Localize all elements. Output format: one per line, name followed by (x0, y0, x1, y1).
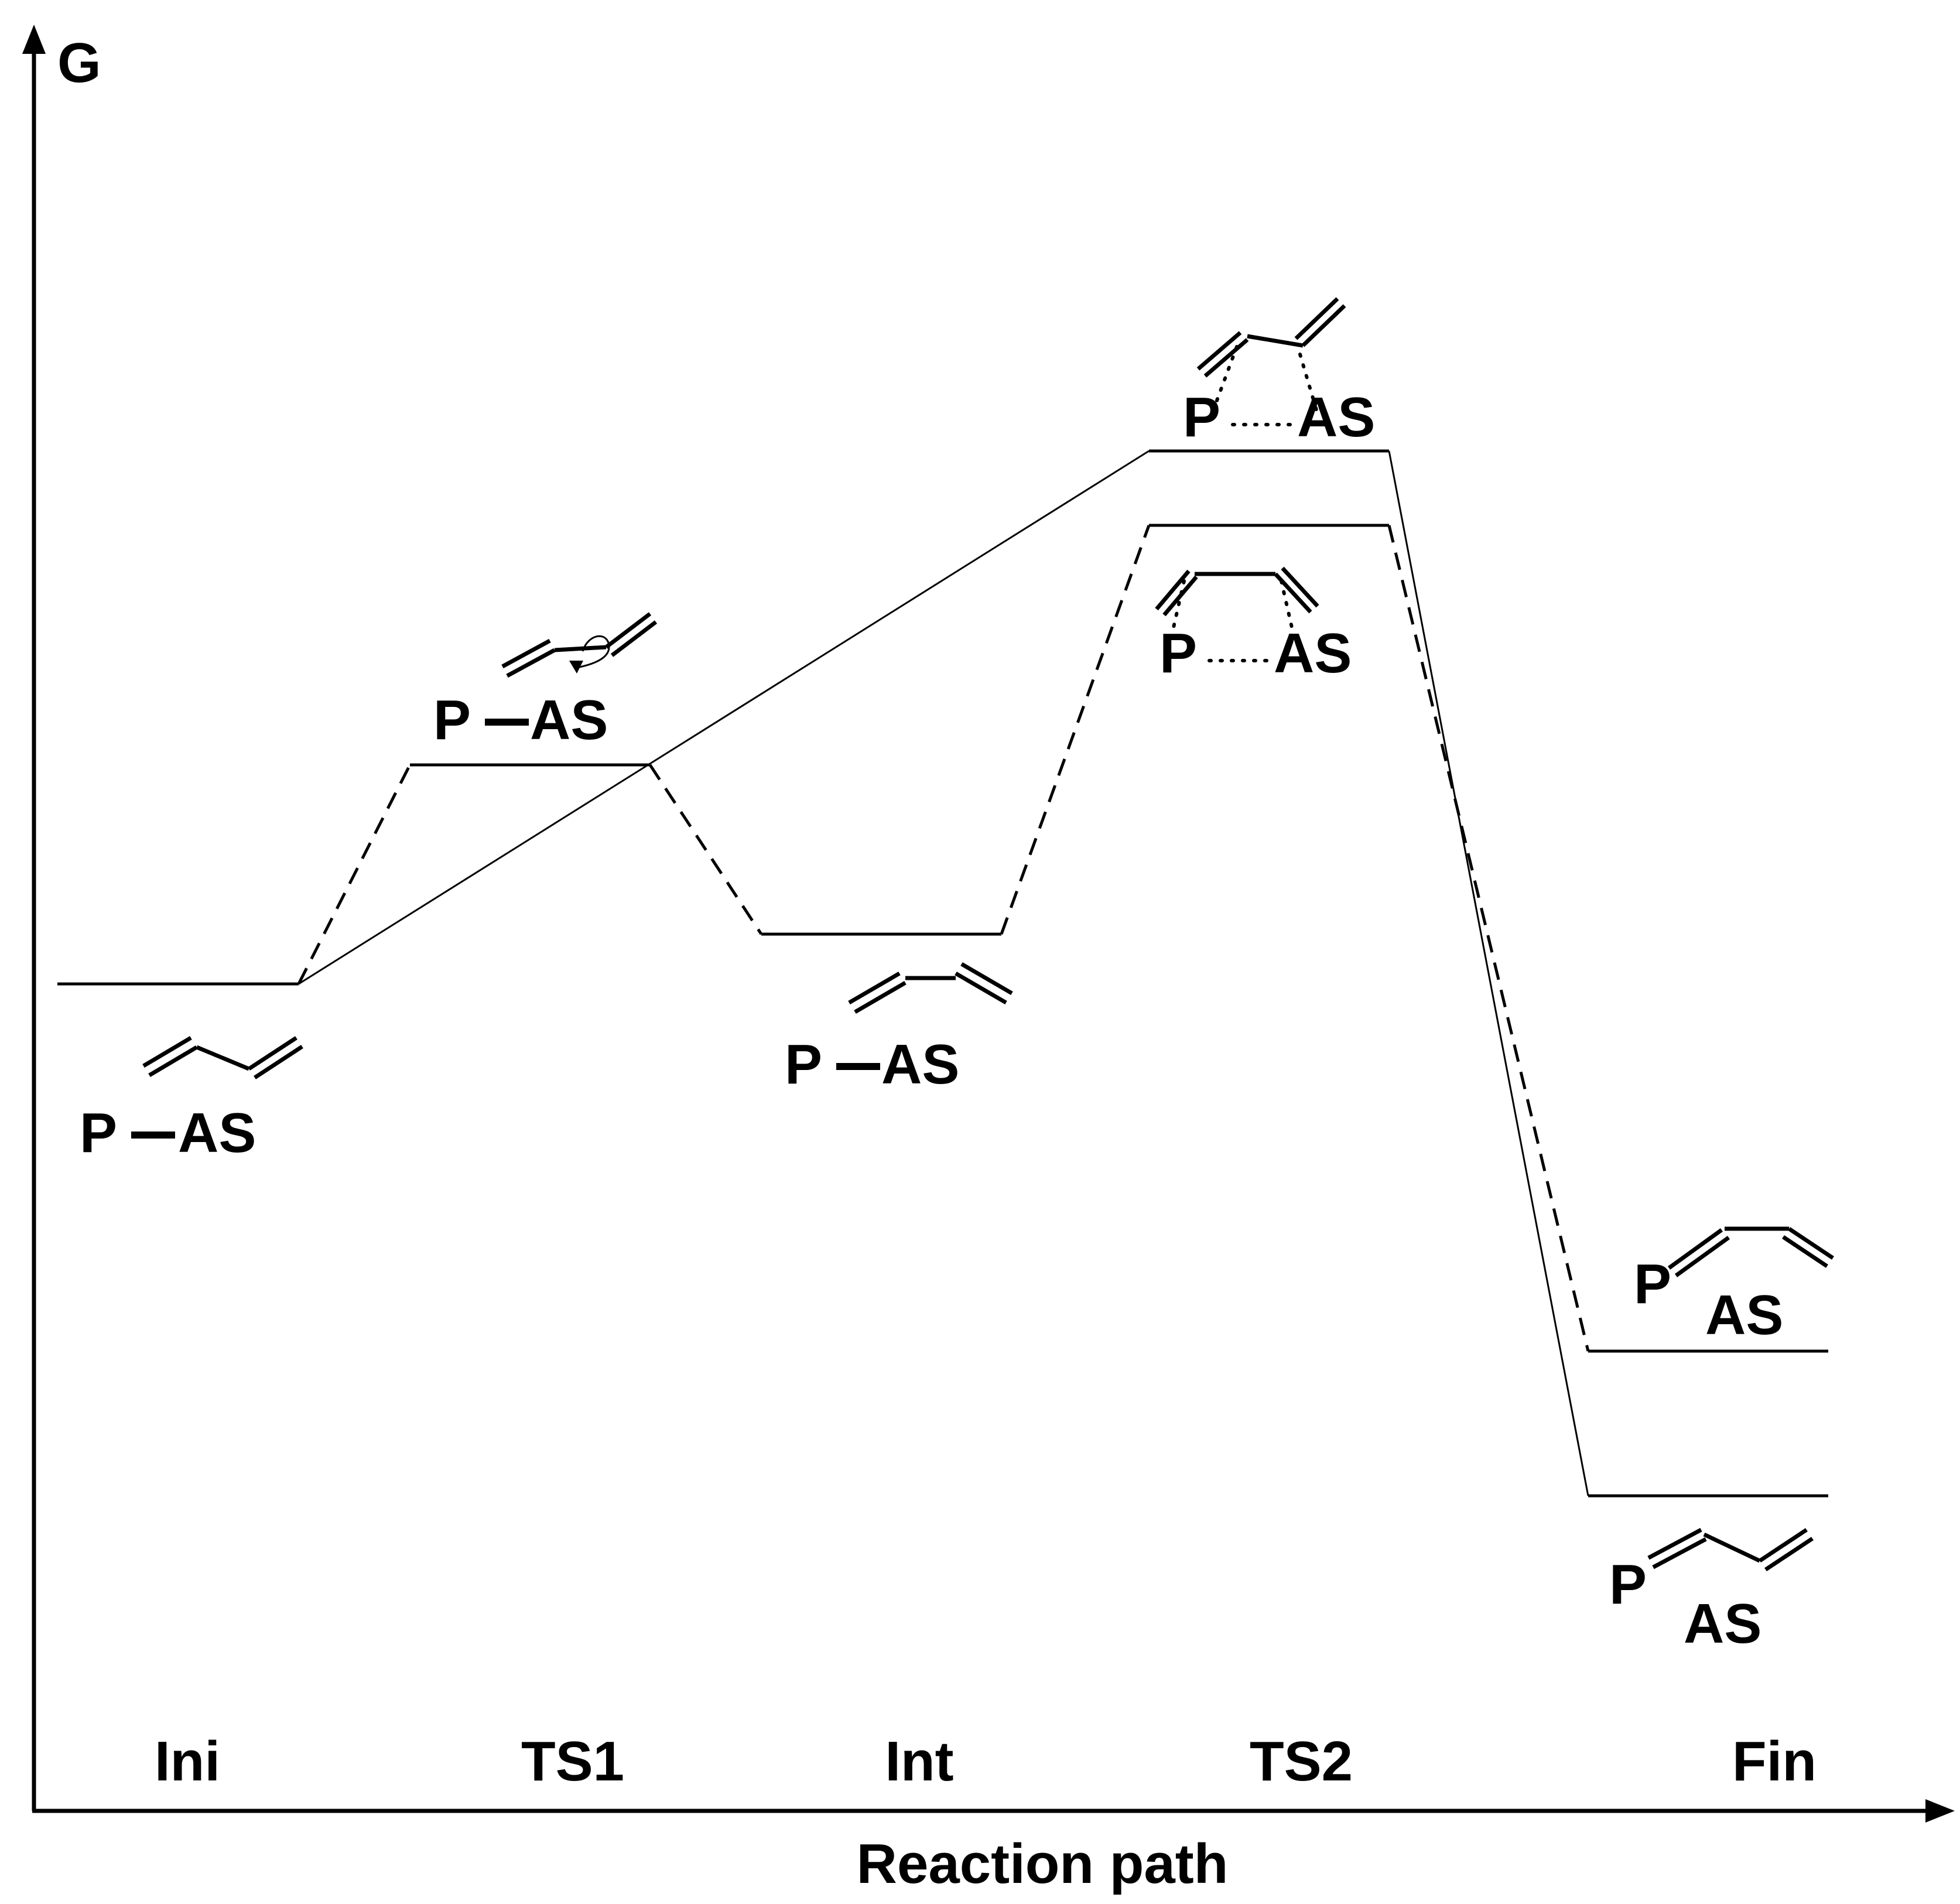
species-ini-p: P (80, 1102, 117, 1164)
y-axis-arrowhead (22, 25, 46, 54)
stage-label-ts1: TS1 (521, 1730, 624, 1793)
species-ts2-lower-p: P (1159, 622, 1197, 685)
species-ts2-lower-as: AS (1274, 622, 1352, 685)
species-ini-as: AS (178, 1102, 256, 1164)
species-fin-upper-p: P (1634, 1253, 1671, 1315)
y-axis (22, 25, 46, 1811)
stage-label-ini: Ini (155, 1730, 220, 1793)
species-ini-bond (131, 1132, 175, 1139)
species-ts1-bond (485, 719, 529, 726)
y-axis-label: G (57, 32, 101, 94)
rotation-arrow-icon (569, 635, 610, 674)
x-axis (32, 1799, 1955, 1823)
species-int-p: P (785, 1033, 822, 1096)
stage-label-int: Int (885, 1730, 953, 1793)
molecule-ts2-upper-icon (1196, 297, 1346, 378)
molecule-ts1-icon (501, 612, 658, 678)
species-ts1-as: AS (530, 689, 608, 751)
stage-label-fin: Fin (1732, 1730, 1817, 1793)
pathway-solid (298, 450, 1589, 1496)
species-int-as: AS (881, 1033, 959, 1096)
species-fin-upper: P AS (1634, 1226, 1834, 1346)
species-ts2-upper-p: P (1183, 386, 1220, 449)
molecule-int-icon (848, 962, 1013, 1014)
species-fin-lower-as: AS (1684, 1592, 1761, 1655)
x-axis-label: Reaction path (857, 1833, 1229, 1895)
species-int: P AS (785, 962, 1013, 1096)
x-axis-arrowhead (1925, 1799, 1955, 1823)
species-int-bond (836, 1063, 880, 1070)
species-ini: P AS (80, 1035, 303, 1164)
pathway-dashed (297, 525, 1590, 1352)
species-fin-lower-p: P (1609, 1553, 1647, 1616)
species-ts2-upper-as: AS (1297, 386, 1375, 449)
energy-levels (57, 449, 1828, 1498)
molecule-fin-lower-icon (1647, 1527, 1814, 1571)
molecule-ini-icon (142, 1035, 303, 1079)
species-ts1: P AS (433, 612, 658, 751)
species-ts2-upper: P AS (1183, 297, 1375, 449)
species-ts1-p: P (433, 689, 471, 751)
stage-label-ts2: TS2 (1250, 1730, 1353, 1793)
species-fin-lower: P AS (1609, 1527, 1814, 1655)
molecule-fin-upper-icon (1667, 1226, 1834, 1277)
species-fin-upper-as: AS (1705, 1284, 1783, 1346)
species-ts2-lower: P AS (1155, 566, 1352, 685)
